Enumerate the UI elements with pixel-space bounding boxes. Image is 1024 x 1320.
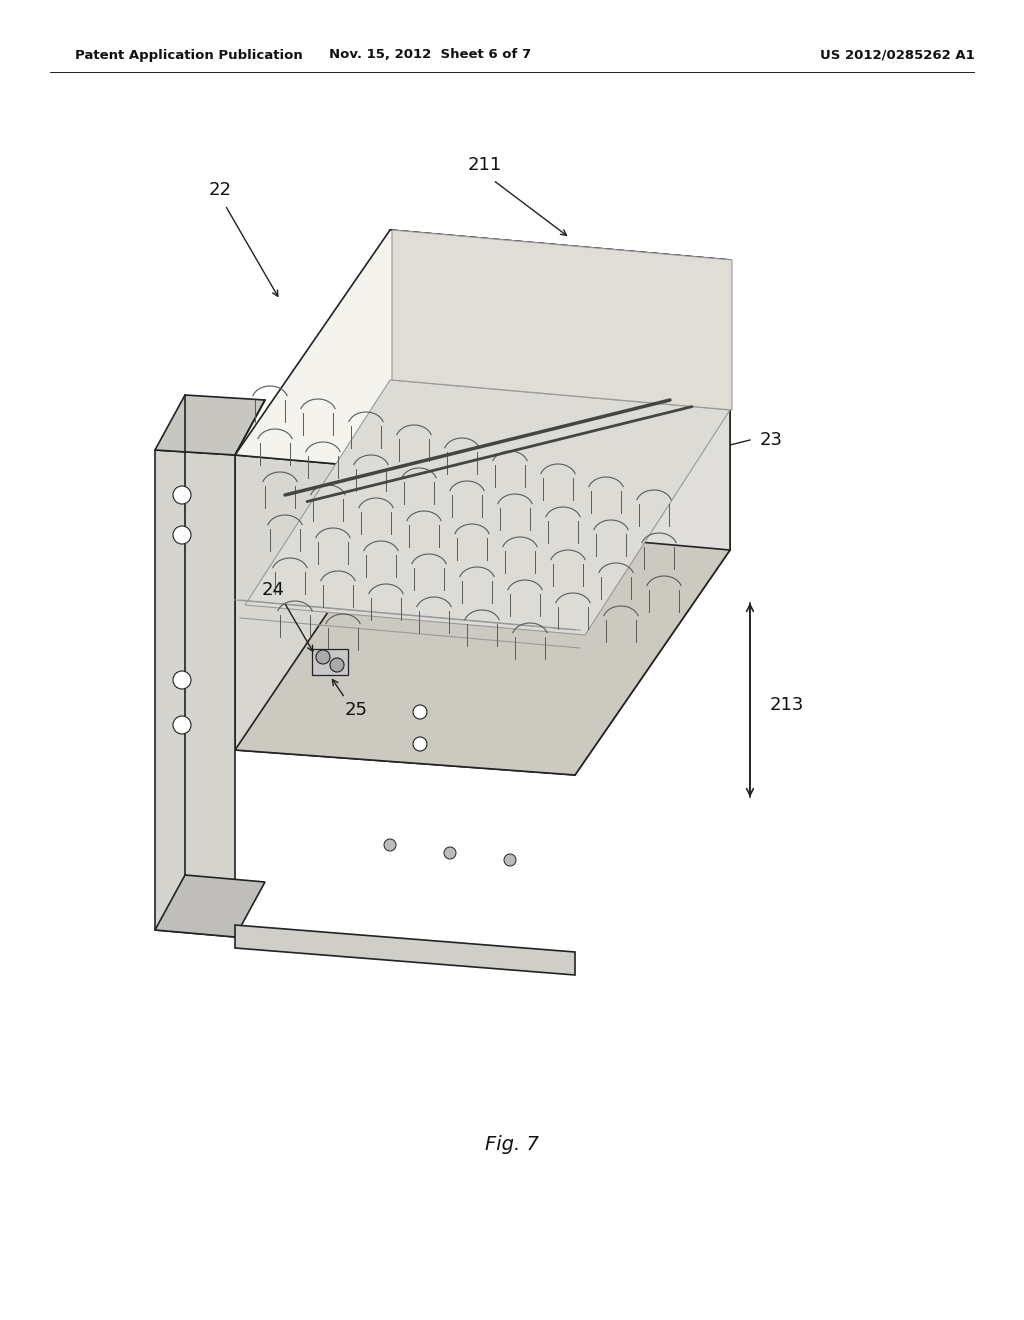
Text: Nov. 15, 2012  Sheet 6 of 7: Nov. 15, 2012 Sheet 6 of 7 [329, 49, 531, 62]
Circle shape [173, 525, 191, 544]
Polygon shape [155, 450, 234, 937]
Polygon shape [392, 230, 732, 411]
Text: US 2012/0285262 A1: US 2012/0285262 A1 [820, 49, 975, 62]
Text: 211: 211 [468, 156, 502, 174]
Polygon shape [312, 649, 348, 675]
Text: 22: 22 [209, 181, 231, 199]
Polygon shape [234, 230, 730, 484]
Polygon shape [234, 455, 575, 775]
Circle shape [316, 649, 330, 664]
Text: 213: 213 [770, 696, 805, 714]
Circle shape [384, 840, 396, 851]
Circle shape [173, 486, 191, 504]
Polygon shape [234, 520, 730, 775]
Text: Patent Application Publication: Patent Application Publication [75, 49, 303, 62]
Circle shape [504, 854, 516, 866]
Polygon shape [245, 380, 730, 635]
Circle shape [330, 657, 344, 672]
Circle shape [413, 705, 427, 719]
Polygon shape [155, 395, 265, 455]
Text: 24: 24 [262, 581, 285, 599]
Text: 25: 25 [345, 701, 368, 719]
Circle shape [173, 715, 191, 734]
Text: 23: 23 [760, 432, 783, 449]
Polygon shape [155, 875, 265, 937]
Circle shape [444, 847, 456, 859]
Text: Fig. 7: Fig. 7 [485, 1135, 539, 1155]
Polygon shape [390, 230, 730, 550]
Polygon shape [575, 260, 730, 775]
Polygon shape [234, 925, 575, 975]
Circle shape [173, 671, 191, 689]
Circle shape [413, 737, 427, 751]
